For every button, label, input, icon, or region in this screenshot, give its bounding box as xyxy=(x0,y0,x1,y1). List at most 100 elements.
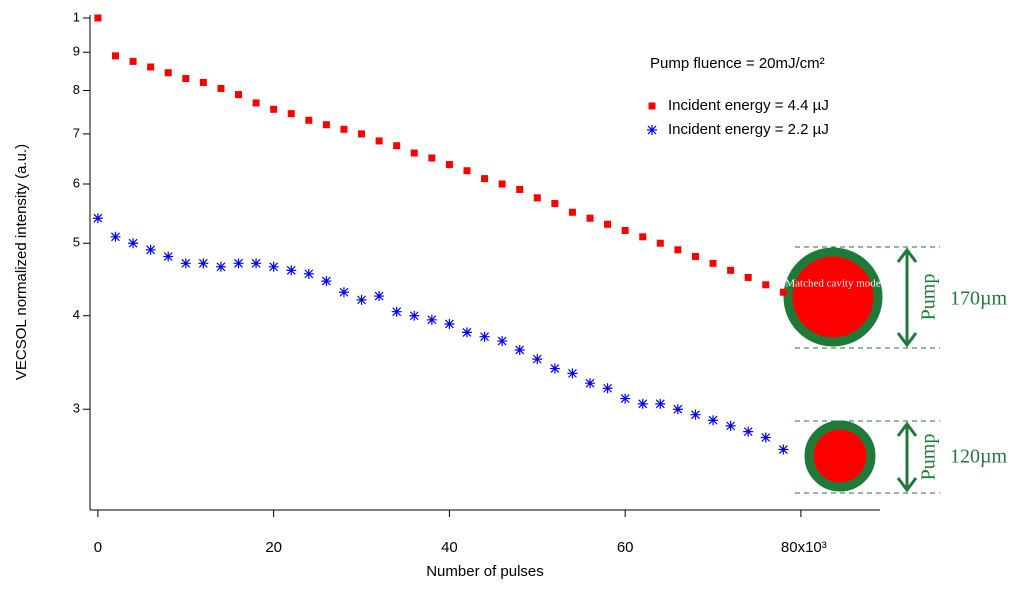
small-pump-circle xyxy=(804,420,876,492)
legend-label: Incident energy = 2.2 µJ xyxy=(668,121,829,138)
x-tick-label: 40 xyxy=(441,539,458,556)
legend-label: Incident energy = 4.4 µJ xyxy=(668,97,829,114)
x-axis-title: Number of pulses xyxy=(426,563,544,580)
point xyxy=(235,91,243,99)
point xyxy=(655,398,666,409)
point xyxy=(656,239,664,247)
y-axis-title: VECSOL normalized intensity (a.u.) xyxy=(13,144,30,380)
point xyxy=(532,354,543,365)
point xyxy=(620,393,631,404)
point xyxy=(270,105,278,113)
point xyxy=(409,310,420,321)
point xyxy=(549,363,560,374)
point xyxy=(164,69,172,77)
point xyxy=(674,246,682,254)
point xyxy=(94,14,102,22)
point xyxy=(444,318,455,329)
point xyxy=(92,213,103,224)
point xyxy=(128,238,139,249)
point xyxy=(391,306,402,317)
point xyxy=(182,75,190,83)
y-tick-label: 1 xyxy=(73,9,80,24)
point xyxy=(374,291,385,302)
size-label: 170µm xyxy=(950,288,1008,310)
point xyxy=(778,444,789,455)
pump-label: Pump xyxy=(918,274,940,321)
point xyxy=(129,57,137,65)
point xyxy=(672,404,683,415)
point xyxy=(111,52,119,60)
x-tick-label: 60 xyxy=(617,539,634,556)
size-label: 120µm xyxy=(950,446,1008,468)
legend-marker xyxy=(648,102,656,110)
point xyxy=(233,258,244,269)
x-tick-label: 0 xyxy=(94,539,102,556)
point xyxy=(621,226,629,234)
point xyxy=(199,78,207,86)
point xyxy=(303,268,314,279)
point xyxy=(568,208,576,216)
y-tick-label: 5 xyxy=(73,235,80,250)
mode-label: Matched cavity mode xyxy=(785,278,880,290)
mode-diagram: Matched cavity mode Pump 170µm Pump 120µ… xyxy=(783,246,1008,494)
point xyxy=(145,244,156,255)
point xyxy=(393,142,401,150)
point xyxy=(147,63,155,71)
arrowhead xyxy=(896,421,918,493)
point xyxy=(163,251,174,262)
y-tick-label: 8 xyxy=(73,82,80,97)
point xyxy=(567,368,578,379)
y-tick-label: 4 xyxy=(73,307,80,322)
point xyxy=(217,84,225,92)
point xyxy=(356,294,367,305)
x-tick-label: 80x10³ xyxy=(781,539,827,556)
legend-marker xyxy=(647,125,657,135)
legend-title: Pump fluence = 20mJ/cm² xyxy=(650,55,825,72)
point xyxy=(287,110,295,118)
point xyxy=(305,116,313,124)
large-pump-circle xyxy=(783,247,883,347)
point xyxy=(375,137,383,145)
point xyxy=(479,331,490,342)
point xyxy=(585,378,596,389)
point xyxy=(251,258,262,269)
point xyxy=(743,426,754,437)
point xyxy=(426,314,437,325)
point xyxy=(604,220,612,228)
point xyxy=(760,432,771,443)
point xyxy=(516,185,524,193)
point xyxy=(690,409,701,420)
point xyxy=(709,259,717,267)
point xyxy=(744,273,752,281)
point xyxy=(551,200,559,208)
point xyxy=(691,252,699,260)
point xyxy=(286,265,297,276)
point xyxy=(180,258,191,269)
y-tick-label: 7 xyxy=(73,125,80,140)
point xyxy=(198,258,209,269)
point xyxy=(461,327,472,338)
point xyxy=(533,194,541,202)
x-tick-label: 20 xyxy=(265,539,282,556)
point xyxy=(602,383,613,394)
y-tick-label: 9 xyxy=(73,44,80,59)
point xyxy=(708,415,719,426)
pump-label: Pump xyxy=(918,434,940,481)
point xyxy=(410,149,418,157)
point xyxy=(252,99,260,107)
point xyxy=(321,276,332,287)
point xyxy=(358,130,366,138)
point xyxy=(639,233,647,241)
point xyxy=(340,125,348,133)
point xyxy=(338,287,349,298)
point xyxy=(428,154,436,162)
point xyxy=(110,231,121,242)
point xyxy=(463,167,471,175)
point xyxy=(762,281,770,289)
point xyxy=(322,121,330,129)
point xyxy=(498,180,506,188)
point xyxy=(779,288,787,296)
point xyxy=(725,420,736,431)
point xyxy=(445,161,453,169)
